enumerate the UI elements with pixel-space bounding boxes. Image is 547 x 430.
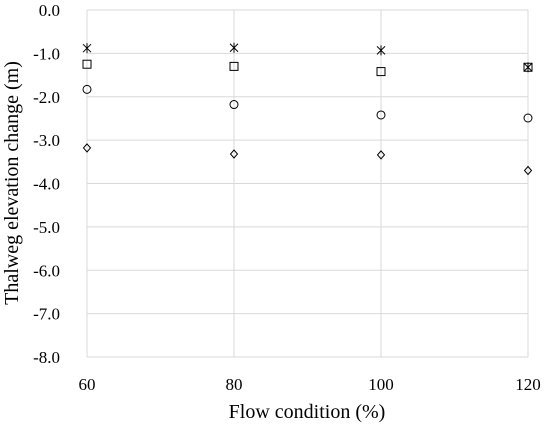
data-point-diamond	[229, 149, 239, 159]
y-tick-label: -8.0	[33, 348, 60, 367]
tick-labels: 0.0 -1.0 -2.0 -3.0 -4.0 -5.0 -6.0 -7.0 -8.0 60 80 1…	[33, 1, 541, 394]
data-point-star	[82, 43, 92, 54]
y-tick-label: 0.0	[39, 1, 60, 20]
data-points	[82, 42, 533, 176]
x-axis-title: Flow condition (%)	[229, 401, 386, 423]
data-point-star	[523, 62, 533, 73]
data-point-square	[229, 61, 239, 71]
data-point-circle	[82, 84, 92, 94]
data-point-diamond	[376, 150, 386, 160]
data-point-diamond	[523, 165, 533, 176]
y-tick-label: -2.0	[33, 88, 60, 107]
data-point-square	[82, 59, 92, 69]
data-point-diamond	[82, 143, 92, 153]
y-tick-label: -5.0	[33, 218, 60, 237]
x-tick-label: 60	[79, 375, 96, 394]
y-tick-label: -1.0	[33, 44, 60, 63]
data-point-star	[376, 45, 386, 56]
data-point-square	[376, 67, 386, 77]
y-tick-label: -4.0	[33, 175, 60, 194]
y-tick-label: -3.0	[33, 131, 60, 150]
x-tick-label: 100	[368, 375, 394, 394]
data-point-circle	[229, 100, 239, 110]
data-point-square	[523, 62, 533, 72]
gridlines	[86, 9, 529, 358]
data-point-circle	[523, 113, 533, 123]
y-tick-label: -6.0	[33, 261, 60, 280]
y-axis-title: Thalweg elevation change (m)	[1, 61, 23, 305]
x-tick-label: 80	[226, 375, 243, 394]
data-point-circle	[376, 110, 386, 120]
data-point-star	[229, 42, 239, 53]
y-tick-label: -7.0	[33, 305, 60, 324]
x-tick-label: 120	[515, 375, 541, 394]
